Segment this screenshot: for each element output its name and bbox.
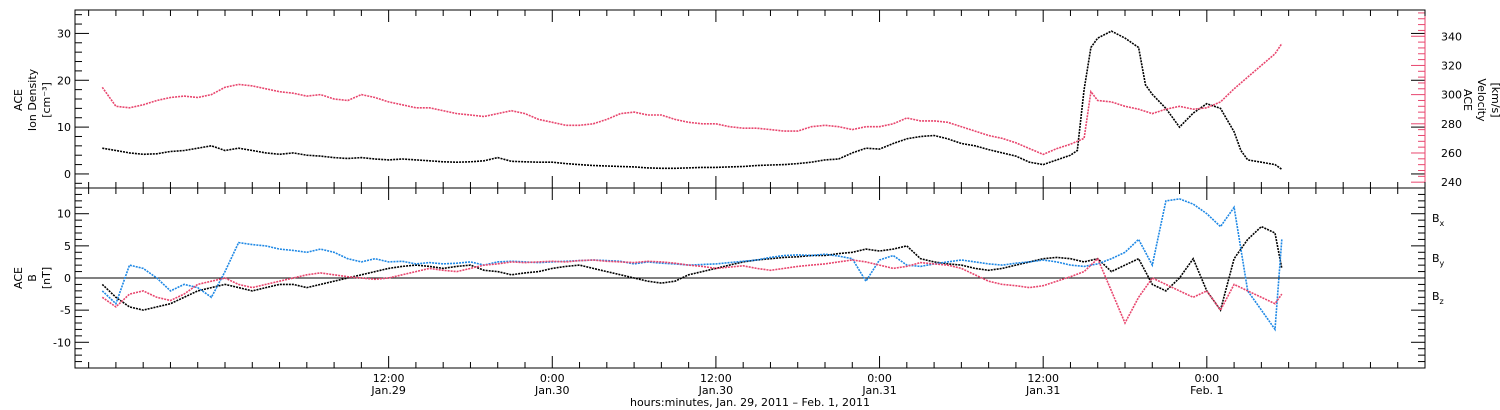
b-tick-label: 10 xyxy=(57,208,71,221)
velocity-tick-label: 320 xyxy=(1441,59,1462,72)
b-axis-ticks: -10 -5 0 5 10 xyxy=(53,193,1425,363)
velocity-series-line xyxy=(101,43,1283,156)
time-tick-label: 0:00 xyxy=(867,372,892,385)
time-axis-title: hours:minutes, Jan. 29, 2011 – Feb. 1, 2… xyxy=(630,396,870,409)
density-velocity-series xyxy=(101,30,1283,170)
velocity-tick-label: 260 xyxy=(1441,147,1462,160)
legend-bz: Bz xyxy=(1432,290,1444,306)
density-axis-ticks: 0 10 20 30 xyxy=(57,14,1425,184)
top-panel-frame xyxy=(74,9,1426,189)
date-tick-label: Jan.30 xyxy=(698,384,733,397)
time-tick-label: 12:00 xyxy=(1027,372,1059,385)
b-tick-label: -10 xyxy=(53,336,71,349)
velocity-axis-label-line2: Velocity xyxy=(1475,78,1488,122)
b-series-bz xyxy=(101,257,1283,325)
time-tick-label: 12:00 xyxy=(700,372,732,385)
velocity-axis-label-line3: [km/s] xyxy=(1489,82,1500,117)
legend-by: By xyxy=(1432,252,1445,268)
velocity-axis-ticks: 240 260 280 300 320 340 xyxy=(1411,10,1462,189)
date-tick-label: Jan.29 xyxy=(370,384,405,397)
velocity-tick-label: 280 xyxy=(1441,118,1462,131)
b-tick-label: 5 xyxy=(64,240,71,253)
b-legend: Bx By Bz xyxy=(1432,212,1445,306)
b-series-bx xyxy=(101,225,1283,312)
b-tick-label: -5 xyxy=(60,304,71,317)
time-tick-label: 0:00 xyxy=(540,372,565,385)
density-axis-label-line2: Ion Density xyxy=(26,68,39,131)
velocity-tick-label: 240 xyxy=(1441,176,1462,189)
ion-density-velocity-panel: 0 10 20 30 240 260 280 300 320 340 ACE Ion Densi… xyxy=(12,9,1500,189)
time-tick-label: 12:00 xyxy=(373,372,405,385)
b-field-series xyxy=(101,198,1283,332)
date-tick-label: Feb. 1 xyxy=(1190,384,1223,397)
density-axis-label-line3: [cm⁻³] xyxy=(40,82,53,118)
density-tick-label: 0 xyxy=(64,168,71,181)
magnetic-field-panel: -10 -5 0 5 10 ACE B [nT] Bx By Bz xyxy=(12,187,1445,369)
density-axis-label-line1: ACE xyxy=(12,89,25,111)
density-series-line xyxy=(102,30,1283,170)
b-axis-label-line3: [nT] xyxy=(40,267,53,289)
velocity-tick-label: 340 xyxy=(1441,30,1462,43)
velocity-tick-label: 300 xyxy=(1441,89,1462,102)
velocity-axis-label-line1-text: ACE xyxy=(1461,89,1474,111)
date-tick-label: Jan.30 xyxy=(534,384,569,397)
b-axis-label-line1: ACE xyxy=(12,267,25,289)
time-tick-label: 0:00 xyxy=(1194,372,1219,385)
density-tick-label: 10 xyxy=(57,121,71,134)
b-axis-label-line2: B xyxy=(26,274,39,282)
date-tick-label: Jan.31 xyxy=(1025,384,1060,397)
b-series-by xyxy=(101,198,1283,332)
density-tick-label: 20 xyxy=(57,74,71,87)
b-tick-label: 0 xyxy=(64,272,71,285)
density-tick-label: 30 xyxy=(57,27,71,40)
date-tick-label: Jan.31 xyxy=(861,384,896,397)
time-axis: 12:00Jan.290:00Jan.3012:00Jan.300:00Jan.… xyxy=(88,10,1426,397)
legend-bx: Bx xyxy=(1432,212,1445,228)
